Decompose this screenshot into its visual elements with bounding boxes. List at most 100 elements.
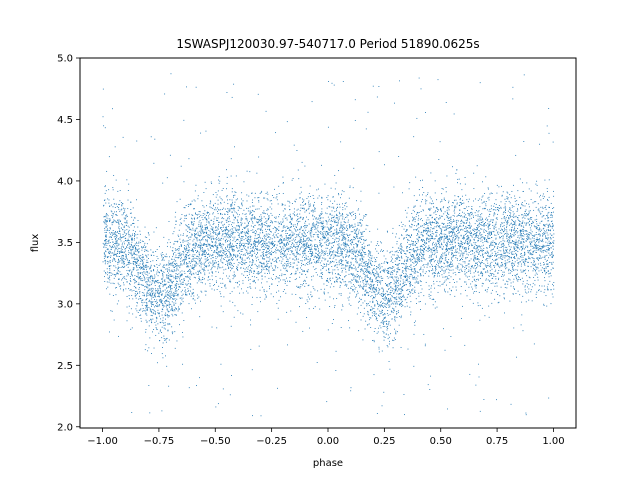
data-point [176,276,178,278]
data-point [247,247,249,249]
data-point [164,301,166,303]
data-point [206,218,208,220]
data-point [437,79,439,81]
data-point [287,227,289,229]
data-point [404,281,406,283]
data-point [146,299,148,300]
data-point [332,233,334,235]
data-point [540,257,542,259]
data-point [163,267,165,269]
data-point [491,278,493,279]
data-point [141,284,143,286]
data-point [401,299,403,300]
data-point [251,250,252,252]
data-point [346,262,348,264]
data-point [528,250,530,251]
data-point [144,301,146,303]
data-point [264,212,265,214]
data-point [423,247,425,249]
data-point [531,231,533,233]
data-point [215,233,216,235]
data-point [102,116,104,118]
data-point [378,264,380,266]
data-point [138,260,140,262]
data-point [427,264,429,266]
data-point [426,222,427,224]
data-point [516,208,518,210]
data-point [506,223,508,225]
data-point [164,302,166,304]
data-point [222,233,224,235]
data-point [194,208,195,210]
data-point [496,258,498,260]
data-point [108,252,110,254]
data-point [368,304,370,306]
data-point [113,213,114,215]
data-point [522,271,524,273]
data-point [516,273,518,275]
data-point [104,245,106,247]
data-point [494,255,495,257]
data-point [239,255,241,257]
data-point [140,308,142,310]
data-point [250,218,252,220]
data-point [132,254,133,256]
data-point [448,206,450,208]
data-point [347,250,349,252]
data-point [118,227,120,229]
data-point [393,270,395,272]
data-point [161,410,163,412]
data-point [482,254,484,256]
data-point [367,244,369,246]
data-point [553,207,555,209]
data-point [232,255,234,257]
data-point [481,217,483,219]
data-point [269,258,271,260]
data-point [531,242,533,244]
data-point [433,227,435,229]
data-point [523,232,524,234]
data-point [321,268,323,270]
data-point [251,192,253,194]
data-point [406,216,408,218]
data-point [159,286,161,288]
data-point [359,286,361,288]
data-point [504,230,506,232]
data-point [166,256,168,258]
data-point [252,260,254,262]
data-point [395,273,397,275]
data-point [489,193,491,195]
data-point [480,235,482,237]
data-point [324,259,326,261]
data-point [259,240,261,242]
data-point [521,252,522,254]
data-point [150,321,152,323]
data-point [525,240,527,242]
data-point [194,190,196,192]
data-point [462,252,464,254]
data-point [516,356,518,358]
data-point [339,278,341,279]
data-point [274,240,276,242]
data-point [218,182,220,184]
data-point [150,294,152,296]
data-point [542,206,544,208]
data-point [363,307,365,309]
data-point [351,268,353,270]
data-point [334,240,335,242]
data-point [136,302,138,303]
data-point [212,235,214,237]
data-point [526,233,528,235]
data-point [270,241,272,243]
data-point [380,281,382,283]
data-point [198,296,200,298]
data-point [312,215,314,217]
data-point [466,272,468,274]
data-point [422,209,424,211]
data-point [165,253,167,255]
data-point [489,272,491,274]
data-point [118,203,120,205]
data-point [378,291,380,293]
data-point [373,257,375,259]
data-point [192,214,194,216]
